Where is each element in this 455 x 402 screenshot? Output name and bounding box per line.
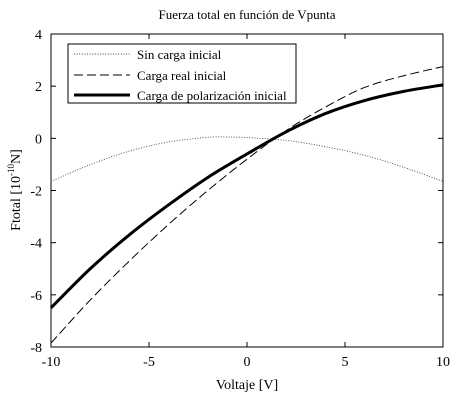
x-tick-label: 10 (436, 355, 450, 370)
legend-label-carga-de-polarizacion-inicial: Carga de polarización inicial (137, 88, 287, 103)
x-axis-label: Voltaje [V] (216, 378, 278, 393)
y-axis-label-main: Ftotal [10 (9, 176, 24, 231)
y-axis-label-exponent: -10 (6, 163, 16, 175)
x-tick-label: 0 (244, 355, 251, 370)
x-tick-label: 5 (342, 355, 349, 370)
y-tick-label: -2 (30, 185, 42, 200)
y-tick-label: 2 (35, 80, 42, 95)
y-tick-label: -6 (30, 289, 42, 304)
x-axis-ticks: -10 -5 0 5 10 (42, 34, 450, 370)
series-lines (49, 66, 444, 344)
y-axis-label-unit: N] (9, 149, 24, 164)
chart-title: Fuerza total en función de Vpunta (158, 7, 335, 22)
legend-label-sin-carga-inicial: Sin carga inicial (137, 47, 222, 62)
series-line-1 (50, 66, 444, 344)
y-tick-label: -8 (30, 341, 42, 356)
series-line-2 (49, 83, 444, 309)
y-tick-label: 4 (35, 28, 42, 43)
x-tick-label: -10 (42, 355, 61, 370)
legend-label-carga-real-inicial: Carga real inicial (137, 68, 227, 83)
legend: Sin carga inicial Carga real inicial Car… (67, 43, 297, 104)
x-tick-label: -5 (143, 355, 155, 370)
y-tick-label: -4 (30, 237, 42, 252)
y-axis-label: Ftotal [10-10N] (6, 149, 24, 231)
series-line-0 (50, 136, 444, 182)
y-axis-ticks: -8 -6 -4 -2 0 2 4 (30, 28, 443, 356)
y-tick-label: 0 (35, 132, 42, 147)
